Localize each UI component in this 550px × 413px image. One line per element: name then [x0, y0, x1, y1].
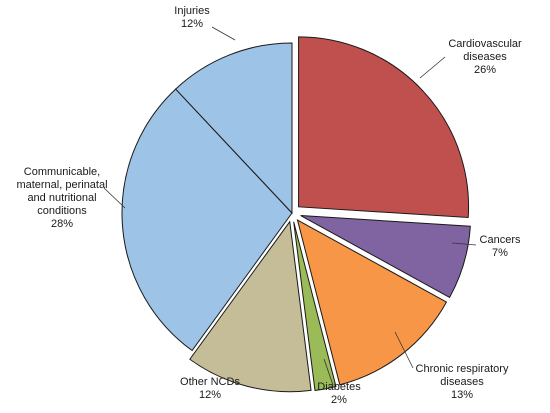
pie-slice-other-ncds: [189, 220, 312, 393]
pie-slice-chronic-respiratory: [296, 219, 448, 386]
leader-line: [323, 358, 334, 386]
slice-value-label: 28%: [51, 218, 73, 230]
slice-name-label: and nutritional: [27, 192, 96, 204]
pie-slice-diabetes: [293, 221, 337, 392]
slice-name-label: diseases: [463, 51, 507, 63]
leader-line: [394, 331, 414, 369]
slice-name-label: Other NCDs: [180, 376, 240, 388]
slice-name-label: maternal, perinatal: [16, 179, 107, 191]
pie-slices: [121, 36, 471, 393]
slice-label: Communicable, maternal, perinatal and nutr…: [16, 166, 107, 230]
slice-value-label: 7%: [492, 247, 508, 259]
slice-name-label: Diabetes: [317, 381, 361, 393]
slice-labels: Cardiovascular diseases 26%Cancers 7%Chroni…: [16, 5, 522, 406]
slice-value-label: 26%: [474, 64, 496, 76]
slice-name-label: Cancers: [480, 234, 521, 246]
slice-value-label: 12%: [199, 389, 221, 401]
leader-lines: [103, 26, 477, 386]
slice-value-label: 13%: [451, 389, 473, 401]
slice-label: Other NCDs 12%: [180, 376, 240, 401]
slice-name-label: Cardiovascular: [448, 38, 522, 50]
slice-label: Diabetes 2%: [317, 381, 361, 406]
leader-line: [451, 242, 477, 246]
slice-value-label: 12%: [181, 18, 203, 30]
pie-slice-cardiovascular: [298, 36, 470, 219]
slice-label: Chronic respiratory diseases 13%: [416, 363, 509, 401]
slice-name-label: Chronic respiratory: [416, 363, 509, 375]
slice-name-label: diseases: [440, 376, 484, 388]
slice-label: Cardiovascular diseases 26%: [448, 38, 522, 76]
slice-name-label: Communicable,: [24, 166, 100, 178]
slice-label: Injuries 12%: [174, 5, 210, 30]
leader-line: [419, 56, 446, 79]
slice-name-label: Injuries: [174, 5, 210, 17]
leader-line: [211, 26, 236, 41]
pie-slice-injuries: [174, 42, 293, 215]
pie-slice-cancers: [300, 215, 471, 299]
pie-slice-communicable: [121, 88, 293, 352]
leader-line: [103, 187, 126, 209]
slice-label: Cancers 7%: [480, 234, 521, 259]
slice-value-label: 2%: [331, 394, 347, 406]
slice-name-label: conditions: [37, 205, 87, 217]
